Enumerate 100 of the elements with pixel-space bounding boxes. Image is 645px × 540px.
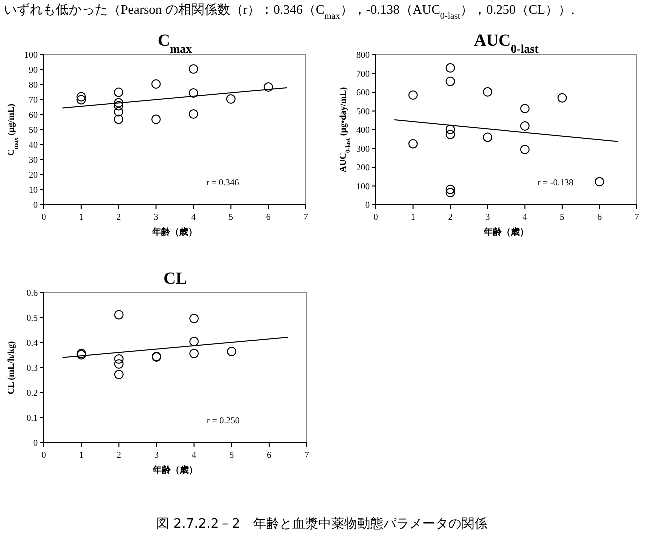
point [152,80,161,89]
y-tick-label: 100 [24,50,38,60]
point [558,93,568,103]
x-tick-label: 6 [597,212,602,222]
x-tick-label: 0 [42,212,47,222]
y-tick-label: 100 [356,181,370,192]
point [483,87,493,97]
x-tick-label: 3 [486,212,491,222]
x-axis-title: 年齢（歳） [152,227,198,237]
chart-title: AUC$_{0-last}$ [474,31,539,56]
y-tick-label: 80 [29,80,38,90]
chart-title: C$_{max}$ [158,31,192,56]
point [446,124,456,134]
x-tick-label: 4 [192,450,198,460]
x-tick-label: 3 [154,450,160,460]
x-tick-label: 1 [411,212,416,222]
point [446,63,456,73]
annotation: r = 0.346 [206,178,240,188]
point [446,184,456,194]
y-tick-label: 700 [356,68,370,79]
x-tick-label: 6 [267,450,272,460]
annotation: r = -0.138 [538,178,574,188]
point [114,98,124,108]
point [76,95,86,105]
y-tick-label: 0 [366,200,370,210]
y-tick-label: 0.2 [26,388,38,398]
point [190,337,199,346]
x-tick-label: 7 [304,450,310,460]
y-tick-label: 0 [34,200,38,210]
point [114,310,124,320]
point [227,347,237,356]
y-tick-label: 40 [29,140,38,150]
x-tick-label: 7 [634,212,640,222]
y-tick-label: 30 [29,155,38,165]
x-tick-label: 0 [42,450,47,460]
y-tick-label: 90 [29,65,38,75]
y-tick-label: 60 [29,110,38,120]
x-tick-label: 3 [154,212,160,222]
x-tick-label: 2 [116,212,122,222]
x-axis-title: 年齢（歳） [483,227,529,237]
point [446,188,456,198]
y-tick-label: 800 [356,50,370,60]
point [76,92,86,102]
point [264,82,274,92]
point [190,349,199,358]
x-tick-label: 1 [79,450,84,460]
y-tick-label: 0.4 [26,338,38,348]
y-axis-title: CL (mL/h/kg) [6,341,16,395]
point [483,132,493,142]
x-tick-label: 4 [191,212,196,222]
point [408,90,418,100]
y-tick-label: 600 [356,88,370,98]
point [520,104,530,114]
y-tick-label: 0.5 [26,313,38,323]
point [595,177,604,187]
point [520,144,530,154]
point [520,122,530,131]
point [114,101,124,111]
y-tick-label: 400 [356,125,370,135]
caption: 図 2.7.2.2－2 年齢と血漿中薬物動態パラメータの関係 [156,517,488,532]
x-tick-label: 2 [448,212,453,222]
y-tick-label: 10 [29,185,38,195]
point [226,94,236,104]
x-tick-label: 2 [116,450,122,460]
x-tick-label: 5 [560,212,566,222]
annotation: r = 0.250 [207,416,240,426]
point [446,76,456,86]
point [189,110,198,119]
chart-title: CL [164,269,188,288]
x-tick-label: 0 [374,212,379,222]
point [190,314,199,324]
point [114,354,124,364]
x-tick-label: 4 [522,212,528,222]
point [408,139,418,149]
y-tick-label: 50 [29,125,38,135]
y-tick-label: 500 [356,106,370,116]
x-tick-label: 5 [228,212,234,222]
y-tick-label: 0.6 [26,288,38,298]
x-tick-label: 7 [304,212,309,222]
x-tick-label: 1 [79,212,84,222]
y-tick-label: 0.1 [26,413,38,423]
y-tick-label: 200 [356,162,370,172]
y-tick-label: 20 [29,170,38,180]
point [114,107,124,117]
y-tick-label: 70 [29,95,38,105]
point [114,114,124,124]
point [114,88,124,98]
y-tick-label: 0.3 [26,363,38,373]
point [446,130,456,140]
point [114,370,124,380]
point [189,88,198,98]
y-tick-label: 0 [34,438,38,448]
x-axis-title: 年齢（歳） [152,465,198,475]
point [152,114,161,124]
x-tick-label: 6 [266,212,272,222]
y-tick-label: 300 [356,144,370,154]
x-tick-label: 5 [230,450,235,460]
text: いずれも低かった（Pearson の相関係数（r）：0.346（C$_{max}$），-0.138（AUC$_{0-last}$），0.250（CL））. [4,2,575,21]
point [189,64,198,74]
point [114,360,124,369]
